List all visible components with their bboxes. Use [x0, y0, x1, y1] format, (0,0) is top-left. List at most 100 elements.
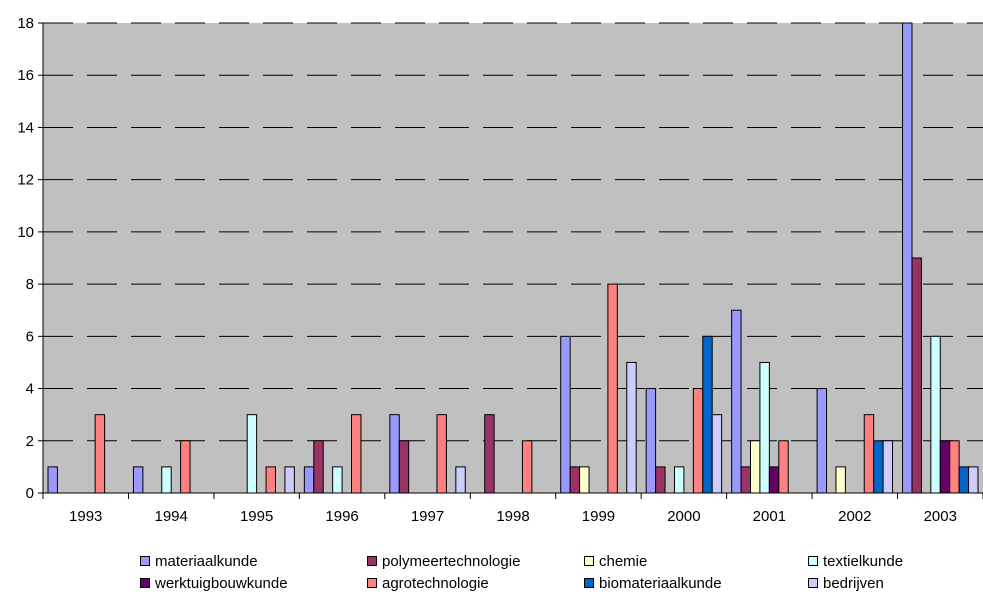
bar	[180, 440, 191, 494]
x-tick-label: 1995	[240, 508, 273, 525]
x-tick-label: 2003	[924, 508, 957, 525]
bar	[949, 440, 960, 494]
bar	[930, 335, 941, 494]
bar	[731, 309, 742, 494]
y-tick-label: 8	[26, 276, 34, 293]
legend-swatch	[367, 578, 377, 588]
bar	[902, 22, 913, 494]
legend-item: agrotechnologie	[367, 575, 584, 592]
y-tick-label: 4	[26, 381, 34, 398]
y-tick-label: 14	[17, 119, 34, 136]
x-tick-label: 1999	[582, 508, 615, 525]
bar	[484, 414, 495, 494]
bar	[740, 466, 752, 494]
legend-item: biomateriaalkunde	[584, 575, 808, 592]
bar	[939, 440, 951, 494]
bar	[911, 257, 922, 494]
legend-swatch	[808, 556, 818, 566]
bar	[455, 466, 466, 494]
bar	[759, 361, 770, 494]
bar	[351, 414, 362, 494]
bar	[607, 283, 618, 494]
legend-label: agrotechnologie	[382, 574, 489, 592]
legend-swatch	[584, 578, 594, 588]
x-tick-label: 1996	[325, 508, 358, 525]
y-tick-label: 12	[17, 172, 34, 189]
bar	[389, 414, 400, 494]
y-tick-label: 18	[17, 15, 34, 32]
bar	[132, 466, 144, 494]
bar	[835, 466, 846, 494]
x-tick-label: 1993	[69, 508, 102, 525]
bar	[816, 388, 828, 494]
bar	[521, 440, 533, 494]
bar	[265, 466, 277, 494]
bar	[673, 466, 685, 494]
bar	[313, 440, 324, 494]
legend-label: chemie	[599, 552, 648, 570]
legend-item: materiaalkunde	[140, 553, 367, 570]
y-axis-ticks: 0 2 4 6 8 10 12 14 16 18	[17, 15, 34, 502]
bar	[303, 466, 315, 494]
bar	[94, 414, 106, 494]
legend-label: polymeertechnologie	[382, 552, 521, 570]
legend-item: werktuigbouwkunde	[140, 575, 367, 592]
bar	[161, 466, 172, 494]
legend-label: textielkunde	[823, 552, 904, 570]
bar	[778, 440, 789, 494]
x-tick-label: 2002	[838, 508, 871, 525]
bar	[246, 414, 258, 494]
legend-swatch	[584, 556, 594, 566]
bar	[47, 466, 58, 494]
axes	[38, 22, 983, 499]
bar	[882, 440, 894, 494]
legend-swatch	[367, 556, 377, 566]
y-tick-label: 6	[26, 328, 34, 345]
bar	[569, 466, 581, 494]
bar	[968, 466, 979, 494]
y-tick-label: 10	[17, 224, 34, 241]
bar	[873, 440, 884, 494]
legend-row: werktuigbouwkunde agrotechnologie biomater…	[140, 572, 980, 594]
plot-area	[43, 23, 983, 493]
gridlines	[43, 22, 983, 442]
legend-label: werktuigbouwkunde	[155, 574, 288, 592]
legend: materiaalkunde polymeertechnologie chemie t…	[140, 550, 980, 594]
legend-swatch	[140, 578, 150, 588]
bar	[702, 335, 713, 494]
bar	[655, 466, 666, 494]
legend-swatch	[140, 556, 150, 566]
bar	[958, 466, 970, 494]
bar	[560, 335, 571, 494]
bar	[332, 466, 343, 494]
legend-item: polymeertechnologie	[367, 553, 584, 570]
x-tick-label: 1997	[411, 508, 444, 525]
bar	[579, 466, 590, 494]
bar	[626, 361, 637, 494]
legend-item: bedrijven	[808, 575, 978, 592]
y-tick-label: 0	[26, 485, 34, 502]
y-tick-label: 16	[17, 67, 34, 84]
bar	[863, 414, 875, 494]
x-tick-label: 1994	[154, 508, 187, 525]
bar	[398, 440, 410, 494]
legend-item: textielkunde	[808, 553, 978, 570]
legend-item: chemie	[584, 553, 808, 570]
y-tick-label: 2	[26, 433, 34, 450]
x-tick-label: 1998	[496, 508, 529, 525]
bars	[47, 22, 979, 494]
x-axis-ticks: 1993 1994 1995 1996 1997 1998 1999 2000 2001 2002…	[69, 508, 957, 525]
legend-swatch	[808, 578, 818, 588]
chart: 0 2 4 6 8 10 12 14 16 18 1993 1994 1995 1996 1997 1998…	[17, 15, 983, 525]
bar	[711, 414, 723, 494]
legend-row: materiaalkunde polymeertechnologie chemie t…	[140, 550, 980, 572]
legend-label: biomateriaalkunde	[599, 574, 722, 592]
x-tick-label: 2000	[667, 508, 700, 525]
legend-label: bedrijven	[823, 574, 884, 592]
bar	[436, 414, 447, 494]
bar	[768, 466, 780, 494]
bar	[645, 388, 657, 494]
legend-label: materiaalkunde	[155, 552, 258, 570]
bar	[692, 388, 704, 494]
bar	[750, 440, 761, 494]
